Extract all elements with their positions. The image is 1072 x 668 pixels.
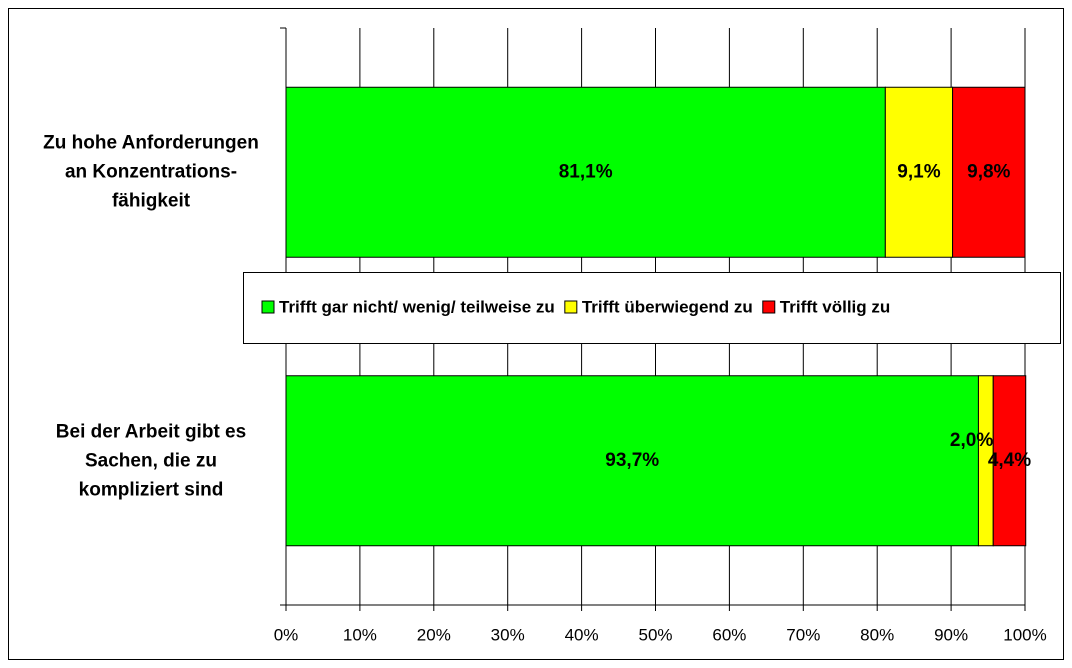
legend-swatch — [564, 300, 578, 314]
x-tick-label: 90% — [934, 625, 968, 644]
category-label: Bei der Arbeit gibt es Sachen, die zu ko… — [55, 421, 247, 501]
category-label: Zu hohe Anforderungen an Konzentrations-… — [43, 132, 259, 212]
data-label: 9,8% — [967, 161, 1010, 182]
data-label: 81,1% — [559, 161, 613, 182]
legend-label: Trifft völlig zu — [780, 297, 891, 316]
data-label: 4,4% — [988, 450, 1031, 471]
bar-segment — [884, 86, 954, 258]
x-tick-label: 70% — [786, 625, 820, 644]
x-tick-label: 80% — [860, 625, 894, 644]
bar-segment — [285, 86, 886, 258]
legend-label: Trifft gar nicht/ wenig/ teilweise zu — [279, 297, 555, 316]
x-tick-label: 100% — [1003, 625, 1046, 644]
bar-segment — [285, 375, 979, 547]
data-label: 93,7% — [605, 450, 659, 471]
legend-box — [243, 272, 1061, 344]
x-tick-label: 50% — [638, 625, 672, 644]
x-tick-label: 30% — [491, 625, 525, 644]
bar-segment — [952, 86, 1026, 258]
x-tick-label: 0% — [274, 625, 299, 644]
x-tick-label: 20% — [417, 625, 451, 644]
x-tick-label: 40% — [565, 625, 599, 644]
bar-segment — [992, 375, 1027, 547]
legend-swatch — [261, 300, 275, 314]
x-tick-label: 60% — [712, 625, 746, 644]
legend-swatch — [762, 300, 776, 314]
legend-label: Trifft überwiegend zu — [582, 297, 753, 316]
data-label: 9,1% — [897, 161, 940, 182]
legend: Trifft gar nicht/ wenig/ teilweise zu Tri… — [243, 272, 1061, 344]
x-tick-label: 10% — [343, 625, 377, 644]
data-label: 2,0% — [950, 430, 993, 451]
